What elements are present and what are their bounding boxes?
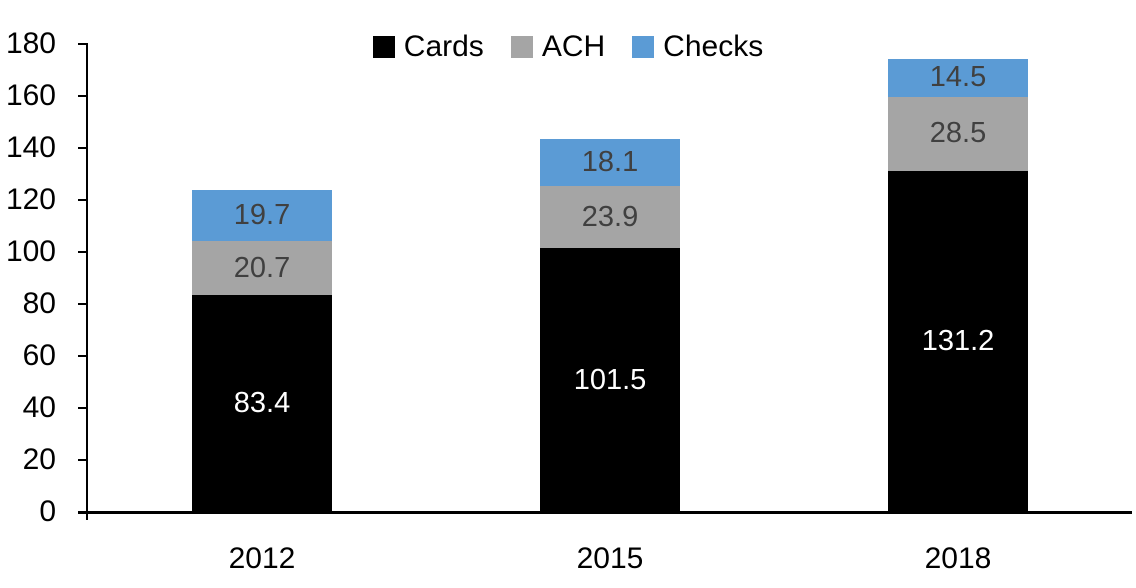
y-axis-label: 20 bbox=[22, 443, 56, 476]
legend-label: ACH bbox=[541, 30, 606, 63]
bar-value-label: 18.1 bbox=[581, 145, 639, 178]
bar-value-label: 101.5 bbox=[573, 363, 647, 396]
y-axis-label: 40 bbox=[22, 391, 56, 424]
bar-value-label: 83.4 bbox=[233, 387, 291, 420]
y-axis-label: 180 bbox=[5, 27, 56, 60]
legend-item-ach: ACH bbox=[510, 30, 606, 63]
legend-item-checks: Checks bbox=[632, 32, 763, 62]
bar-segment-cards-2015: 101.5 bbox=[540, 248, 680, 512]
y-axis-label: 100 bbox=[5, 235, 56, 268]
bar-segment-ach-2012: 20.7 bbox=[192, 241, 332, 296]
x-axis-label-2018: 2018 bbox=[924, 542, 992, 575]
y-axis-tick bbox=[78, 147, 88, 149]
legend-item-cards: Cards bbox=[372, 30, 484, 63]
y-axis-label: 80 bbox=[22, 287, 56, 320]
y-axis-tick bbox=[78, 303, 88, 305]
legend-swatch-ach bbox=[510, 36, 533, 58]
bar-segment-ach-2015: 23.9 bbox=[540, 185, 680, 249]
y-axis-tick bbox=[78, 251, 88, 253]
bar-segment-cards-2012: 83.4 bbox=[192, 295, 332, 512]
y-axis-label: 160 bbox=[5, 79, 56, 112]
bar-segment-checks-2015: 18.1 bbox=[540, 138, 680, 186]
legend: Cards ACH Checks bbox=[0, 32, 1136, 62]
x-axis-label-2012: 2012 bbox=[228, 542, 296, 575]
bar-value-label: 19.7 bbox=[233, 199, 291, 232]
y-axis-label: 60 bbox=[22, 339, 56, 372]
legend-label: Checks bbox=[663, 30, 764, 63]
y-axis-label: 140 bbox=[5, 131, 56, 164]
y-axis-tick bbox=[78, 43, 88, 45]
bar-value-label: 20.7 bbox=[233, 251, 291, 284]
y-axis-label: 0 bbox=[39, 495, 56, 528]
bar-value-label: 14.5 bbox=[929, 61, 987, 94]
bar-value-label: 23.9 bbox=[581, 200, 639, 233]
y-axis-tick bbox=[78, 355, 88, 357]
bar-segment-checks-2018: 14.5 bbox=[888, 59, 1028, 97]
legend-label: Cards bbox=[403, 30, 484, 63]
bar-value-label: 131.2 bbox=[921, 324, 995, 357]
x-axis-line bbox=[78, 511, 1132, 514]
bar-segment-checks-2012: 19.7 bbox=[192, 190, 332, 242]
bar-segment-ach-2018: 28.5 bbox=[888, 96, 1028, 171]
y-axis-tick bbox=[78, 459, 88, 461]
y-axis-tick bbox=[78, 407, 88, 409]
bar-segment-cards-2018: 131.2 bbox=[888, 170, 1028, 512]
legend-swatch-checks bbox=[632, 36, 655, 58]
y-axis-tick bbox=[78, 95, 88, 97]
bar-value-label: 28.5 bbox=[929, 117, 987, 150]
y-axis-tick bbox=[78, 199, 88, 201]
y-axis-line bbox=[86, 44, 88, 520]
x-axis-label-2015: 2015 bbox=[576, 542, 644, 575]
legend-swatch-cards bbox=[372, 36, 395, 58]
y-axis-label: 120 bbox=[5, 183, 56, 216]
